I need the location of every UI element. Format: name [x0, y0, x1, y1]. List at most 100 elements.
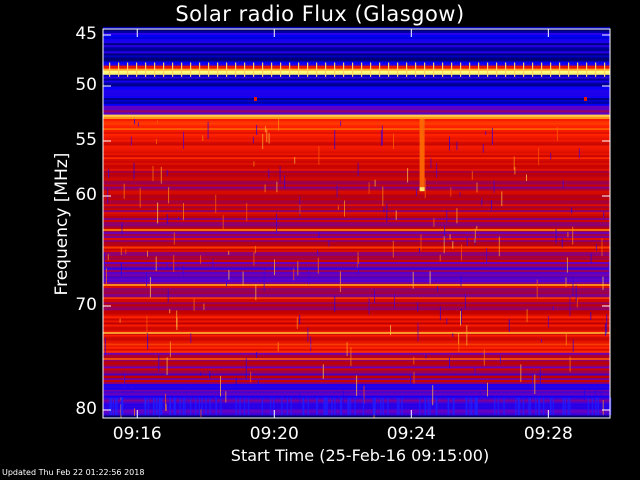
noise-streak: [124, 373, 126, 392]
dropout-streak: [112, 397, 115, 416]
noise-streak: [601, 238, 603, 256]
noise-streak: [501, 191, 503, 206]
spectrum-band: [103, 350, 610, 354]
line-tick: [172, 62, 174, 77]
dropout-streak: [522, 397, 525, 416]
spectrum-band: [103, 141, 610, 144]
line-tick: [442, 62, 444, 77]
noise-streak: [436, 286, 438, 292]
spectrum-band: [103, 232, 610, 235]
noise-streak: [368, 182, 370, 194]
spectrum-band: [103, 76, 610, 79]
y-tick-label: 45: [75, 24, 97, 44]
dropout-streak: [144, 397, 146, 416]
noise-streak: [407, 168, 409, 183]
spectrum-band: [103, 101, 610, 105]
line-tick: [388, 62, 390, 77]
spectrum-band: [103, 340, 610, 343]
noise-streak: [420, 234, 422, 251]
spectrum-band: [103, 244, 610, 247]
dropout-streak: [156, 397, 158, 416]
noise-streak: [417, 302, 419, 312]
noise-streak: [466, 238, 468, 246]
dim-channel: [103, 276, 610, 279]
noise-streak: [255, 284, 257, 301]
burst-peak: [419, 187, 425, 192]
spectrum-band: [103, 96, 610, 99]
spectrum-band: [103, 258, 610, 261]
noise-streak: [604, 323, 606, 336]
noise-streak: [278, 119, 280, 131]
line-tick: [568, 62, 570, 77]
noise-streak: [225, 391, 227, 403]
spectrum-band: [103, 286, 610, 289]
dropout-streak: [595, 397, 597, 416]
dropout-streak: [347, 397, 349, 416]
noise-streak: [393, 133, 394, 149]
dropout-streak: [435, 397, 437, 416]
spectrum-band: [103, 280, 610, 283]
noise-streak: [429, 271, 431, 284]
noise-streak: [380, 130, 382, 146]
noise-streak: [342, 390, 344, 406]
spectrum-band: [103, 254, 610, 257]
spectrum-band: [103, 37, 610, 40]
spectrum-band: [103, 226, 610, 229]
dropout-streak: [184, 397, 186, 416]
dropout-streak: [497, 397, 500, 416]
dropout-streak: [469, 397, 471, 416]
spectrum-band: [103, 68, 610, 71]
noise-streak: [390, 325, 391, 336]
noise-streak: [212, 258, 214, 270]
noise-streak: [264, 184, 266, 193]
spectrum-band: [103, 170, 610, 174]
spectrum-band: [103, 222, 610, 225]
noise-streak: [446, 209, 448, 223]
spectrum-band: [103, 180, 610, 183]
noise-streak: [279, 166, 281, 182]
line-tick: [334, 62, 336, 77]
line-tick: [469, 62, 471, 77]
spectrum-band: [103, 128, 610, 131]
spectrum-band: [103, 260, 610, 263]
spectrum-band: [103, 35, 610, 38]
dropout-streak: [302, 397, 304, 416]
spectrum-band: [103, 186, 610, 189]
spectrum-band: [103, 196, 610, 199]
dropout-streak: [380, 397, 382, 416]
dropout-streak: [215, 397, 217, 416]
noise-streak: [566, 257, 568, 273]
dropout-streak: [374, 397, 376, 416]
noise-streak: [322, 364, 324, 379]
noise-streak: [449, 136, 450, 151]
spectrum-band: [103, 318, 610, 321]
spectrum-band: [103, 99, 610, 103]
spectrum-band: [103, 344, 610, 348]
dropout-streak: [373, 397, 375, 416]
dropout-streak: [269, 397, 272, 416]
dropout-streak: [398, 397, 400, 416]
dropout-streak: [160, 397, 162, 416]
noise-streak: [602, 276, 604, 290]
spectrum-band: [103, 218, 610, 221]
dropout-streak: [503, 397, 505, 416]
spectrum-band: [103, 72, 610, 76]
noise-streak: [137, 122, 139, 127]
line-tick: [289, 62, 291, 77]
noise-streak: [536, 279, 538, 299]
spectrum-band: [103, 98, 610, 101]
spectrum-band: [103, 262, 610, 265]
noise-streak: [276, 181, 278, 193]
spectrum-band: [103, 57, 610, 60]
noise-streak: [449, 357, 450, 369]
line-tick: [109, 62, 111, 77]
hot-channel: [103, 229, 610, 231]
noise-streak: [176, 310, 178, 328]
noise-streak: [481, 198, 483, 206]
dropout-streak: [452, 397, 455, 416]
noise-streak: [363, 385, 365, 404]
spectrum-band: [103, 164, 610, 168]
noise-streak: [474, 238, 476, 245]
y-axis-label: Frequency [MHz]: [52, 152, 72, 296]
noise-streak: [578, 148, 580, 159]
